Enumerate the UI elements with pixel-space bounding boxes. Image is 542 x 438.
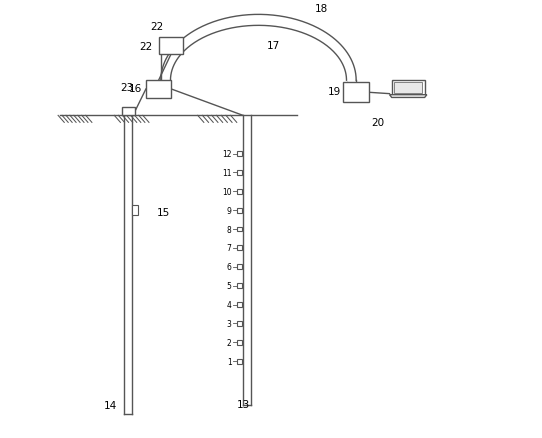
- Bar: [237, 208, 242, 213]
- Bar: [237, 321, 242, 326]
- Bar: [146, 81, 171, 99]
- Text: 8: 8: [227, 225, 231, 234]
- Bar: [344, 83, 369, 103]
- Text: 2: 2: [227, 338, 231, 347]
- Text: 18: 18: [315, 4, 328, 14]
- Bar: [237, 189, 242, 194]
- Polygon shape: [390, 95, 427, 98]
- Bar: [237, 227, 242, 232]
- Text: 16: 16: [152, 85, 166, 95]
- Text: 4: 4: [227, 300, 231, 309]
- Bar: [237, 170, 242, 175]
- Text: 3: 3: [227, 319, 231, 328]
- Bar: [237, 152, 242, 157]
- Text: 15: 15: [157, 208, 170, 217]
- Bar: [237, 359, 242, 364]
- Bar: [237, 340, 242, 345]
- Text: 17: 17: [267, 41, 280, 51]
- Bar: [122, 108, 135, 116]
- Text: 7: 7: [227, 244, 231, 253]
- Text: 19: 19: [328, 87, 341, 97]
- Text: 22: 22: [164, 42, 178, 51]
- Text: 21: 21: [401, 83, 415, 92]
- Bar: [237, 246, 242, 251]
- Bar: [237, 302, 242, 307]
- Text: 11: 11: [222, 169, 231, 177]
- Text: 16: 16: [129, 84, 143, 93]
- Bar: [237, 265, 242, 270]
- Text: 9: 9: [227, 206, 231, 215]
- Text: 12: 12: [222, 150, 231, 159]
- Text: 22: 22: [150, 22, 164, 32]
- Bar: [132, 205, 138, 215]
- Text: 21: 21: [401, 83, 415, 93]
- Bar: [394, 82, 422, 94]
- Text: 10: 10: [222, 187, 231, 196]
- Text: 19: 19: [349, 88, 363, 98]
- Text: 13: 13: [237, 399, 250, 409]
- Text: 20: 20: [371, 118, 384, 127]
- Bar: [392, 81, 424, 95]
- Text: 23: 23: [120, 83, 133, 92]
- Text: 5: 5: [227, 282, 231, 290]
- Bar: [237, 284, 242, 289]
- Text: 14: 14: [104, 400, 118, 410]
- Text: 6: 6: [227, 263, 231, 272]
- Text: 1: 1: [227, 357, 231, 366]
- Text: 22: 22: [139, 42, 152, 52]
- Bar: [159, 38, 183, 55]
